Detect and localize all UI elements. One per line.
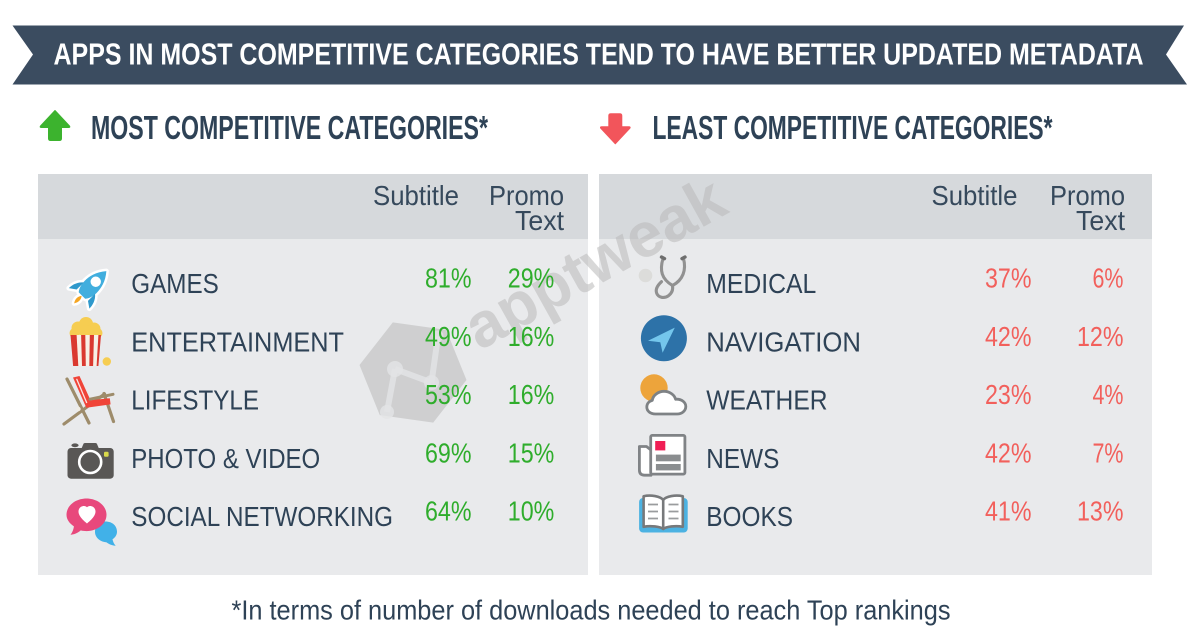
svg-text:4%: 4%: [1093, 379, 1124, 410]
svg-text:ENTERTAINMENT: ENTERTAINMENT: [131, 327, 344, 358]
svg-text:Text: Text: [515, 205, 564, 236]
svg-text:GAMES: GAMES: [131, 268, 219, 299]
svg-text:12%: 12%: [1077, 321, 1124, 352]
svg-text:16%: 16%: [508, 321, 555, 352]
svg-text:37%: 37%: [985, 263, 1032, 294]
svg-text:Subtitle: Subtitle: [373, 180, 459, 211]
svg-text:LIFESTYLE: LIFESTYLE: [131, 385, 259, 416]
svg-text:23%: 23%: [985, 379, 1032, 410]
svg-text:49%: 49%: [425, 321, 472, 352]
svg-text:Text: Text: [1076, 205, 1125, 236]
svg-text:BOOKS: BOOKS: [706, 501, 793, 532]
svg-text:13%: 13%: [1077, 496, 1124, 527]
svg-text:LEAST COMPETITIVE CATEGORIES*: LEAST COMPETITIVE CATEGORIES*: [653, 110, 1053, 147]
svg-text:Subtitle: Subtitle: [932, 180, 1018, 211]
svg-text:15%: 15%: [508, 438, 555, 469]
svg-text:SOCIAL NETWORKING: SOCIAL NETWORKING: [131, 501, 393, 532]
svg-text:10%: 10%: [508, 496, 555, 527]
svg-text:Promo: Promo: [489, 180, 564, 211]
svg-text:42%: 42%: [985, 321, 1032, 352]
svg-text:41%: 41%: [985, 496, 1032, 527]
svg-text:NAVIGATION: NAVIGATION: [706, 327, 861, 358]
svg-text:Promo: Promo: [1050, 180, 1125, 211]
svg-text:*In terms of number of downloa: *In terms of number of downloads needed …: [232, 595, 951, 626]
svg-text:29%: 29%: [508, 263, 555, 294]
svg-text:81%: 81%: [425, 263, 472, 294]
svg-text:69%: 69%: [425, 438, 472, 469]
svg-text:WEATHER: WEATHER: [706, 385, 827, 416]
svg-text:PHOTO & VIDEO: PHOTO & VIDEO: [131, 443, 320, 474]
svg-text:7%: 7%: [1093, 438, 1124, 469]
svg-text:53%: 53%: [425, 379, 472, 410]
svg-text:6%: 6%: [1093, 263, 1124, 294]
svg-text:APPS IN MOST COMPETITIVE CATEG: APPS IN MOST COMPETITIVE CATEGORIES TEND…: [54, 37, 1144, 72]
svg-text:MOST COMPETITIVE CATEGORIES*: MOST COMPETITIVE CATEGORIES*: [91, 110, 488, 147]
svg-text:NEWS: NEWS: [706, 443, 779, 474]
svg-text:64%: 64%: [425, 496, 472, 527]
svg-text:42%: 42%: [985, 438, 1032, 469]
svg-text:MEDICAL: MEDICAL: [706, 268, 816, 299]
svg-text:16%: 16%: [508, 379, 555, 410]
